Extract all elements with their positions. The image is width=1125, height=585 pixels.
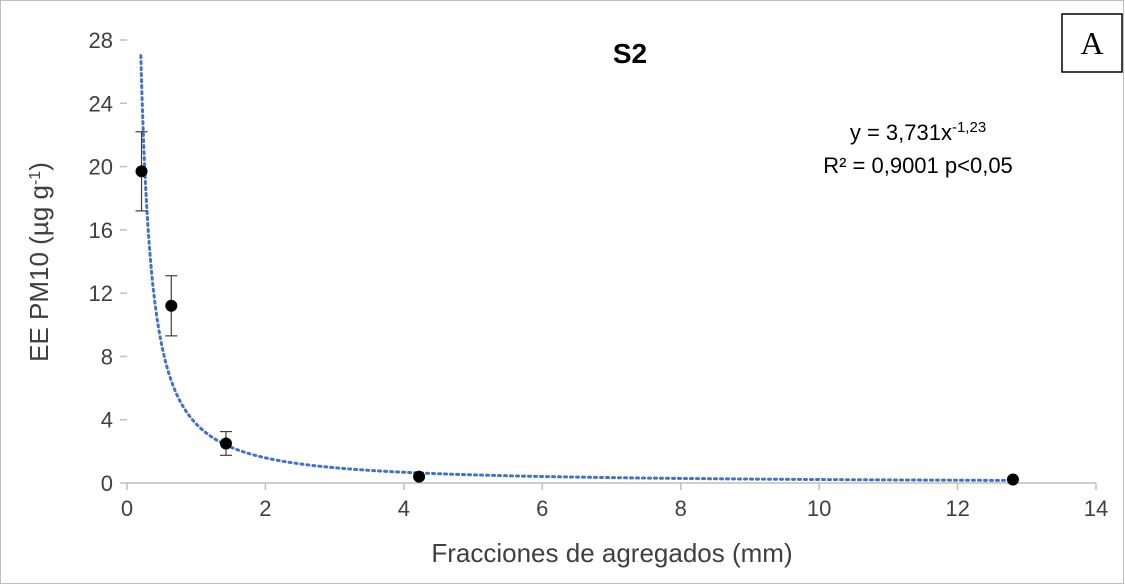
data-point	[219, 437, 232, 450]
y-tick-label: 24	[89, 91, 113, 116]
y-tick-label: 20	[89, 155, 113, 180]
data-point	[413, 470, 426, 483]
data-point	[1006, 473, 1019, 486]
x-tick-label: 12	[945, 496, 969, 521]
power-trendline	[139, 54, 1015, 482]
x-tick-label: 2	[259, 496, 271, 521]
chart-title: S2	[613, 38, 647, 69]
y-axis-label: EE PM10 (µg g-1)	[24, 162, 54, 362]
x-axis-label: Fracciones de agregados (mm)	[431, 538, 792, 568]
x-tick-label: 4	[398, 496, 410, 521]
x-tick-label: 6	[536, 496, 548, 521]
y-tick-label: 28	[89, 28, 113, 53]
trendline-r-squared: R² = 0,9001 p<0,05	[823, 153, 1013, 178]
x-tick-label: 8	[675, 496, 687, 521]
y-tick-label: 8	[101, 344, 113, 369]
data-points	[135, 131, 1019, 486]
x-axis-ticks: 0 2 4 6 8 10 12 14	[121, 483, 1108, 521]
y-axis-ticks: 0 4 8 12 16 20 24 28	[89, 28, 127, 496]
panel-label: A	[1080, 25, 1103, 61]
y-tick-label: 12	[89, 281, 113, 306]
panel-label-box	[1061, 13, 1123, 73]
x-tick-label: 14	[1084, 496, 1108, 521]
y-tick-label: 16	[89, 218, 113, 243]
y-tick-label: 0	[101, 471, 113, 496]
data-point	[135, 165, 148, 178]
x-tick-label: 10	[807, 496, 831, 521]
x-tick-label: 0	[121, 496, 133, 521]
trendline-equation: y = 3,731x-1,23	[850, 119, 986, 146]
y-tick-label: 4	[101, 408, 113, 433]
data-point	[165, 299, 178, 312]
